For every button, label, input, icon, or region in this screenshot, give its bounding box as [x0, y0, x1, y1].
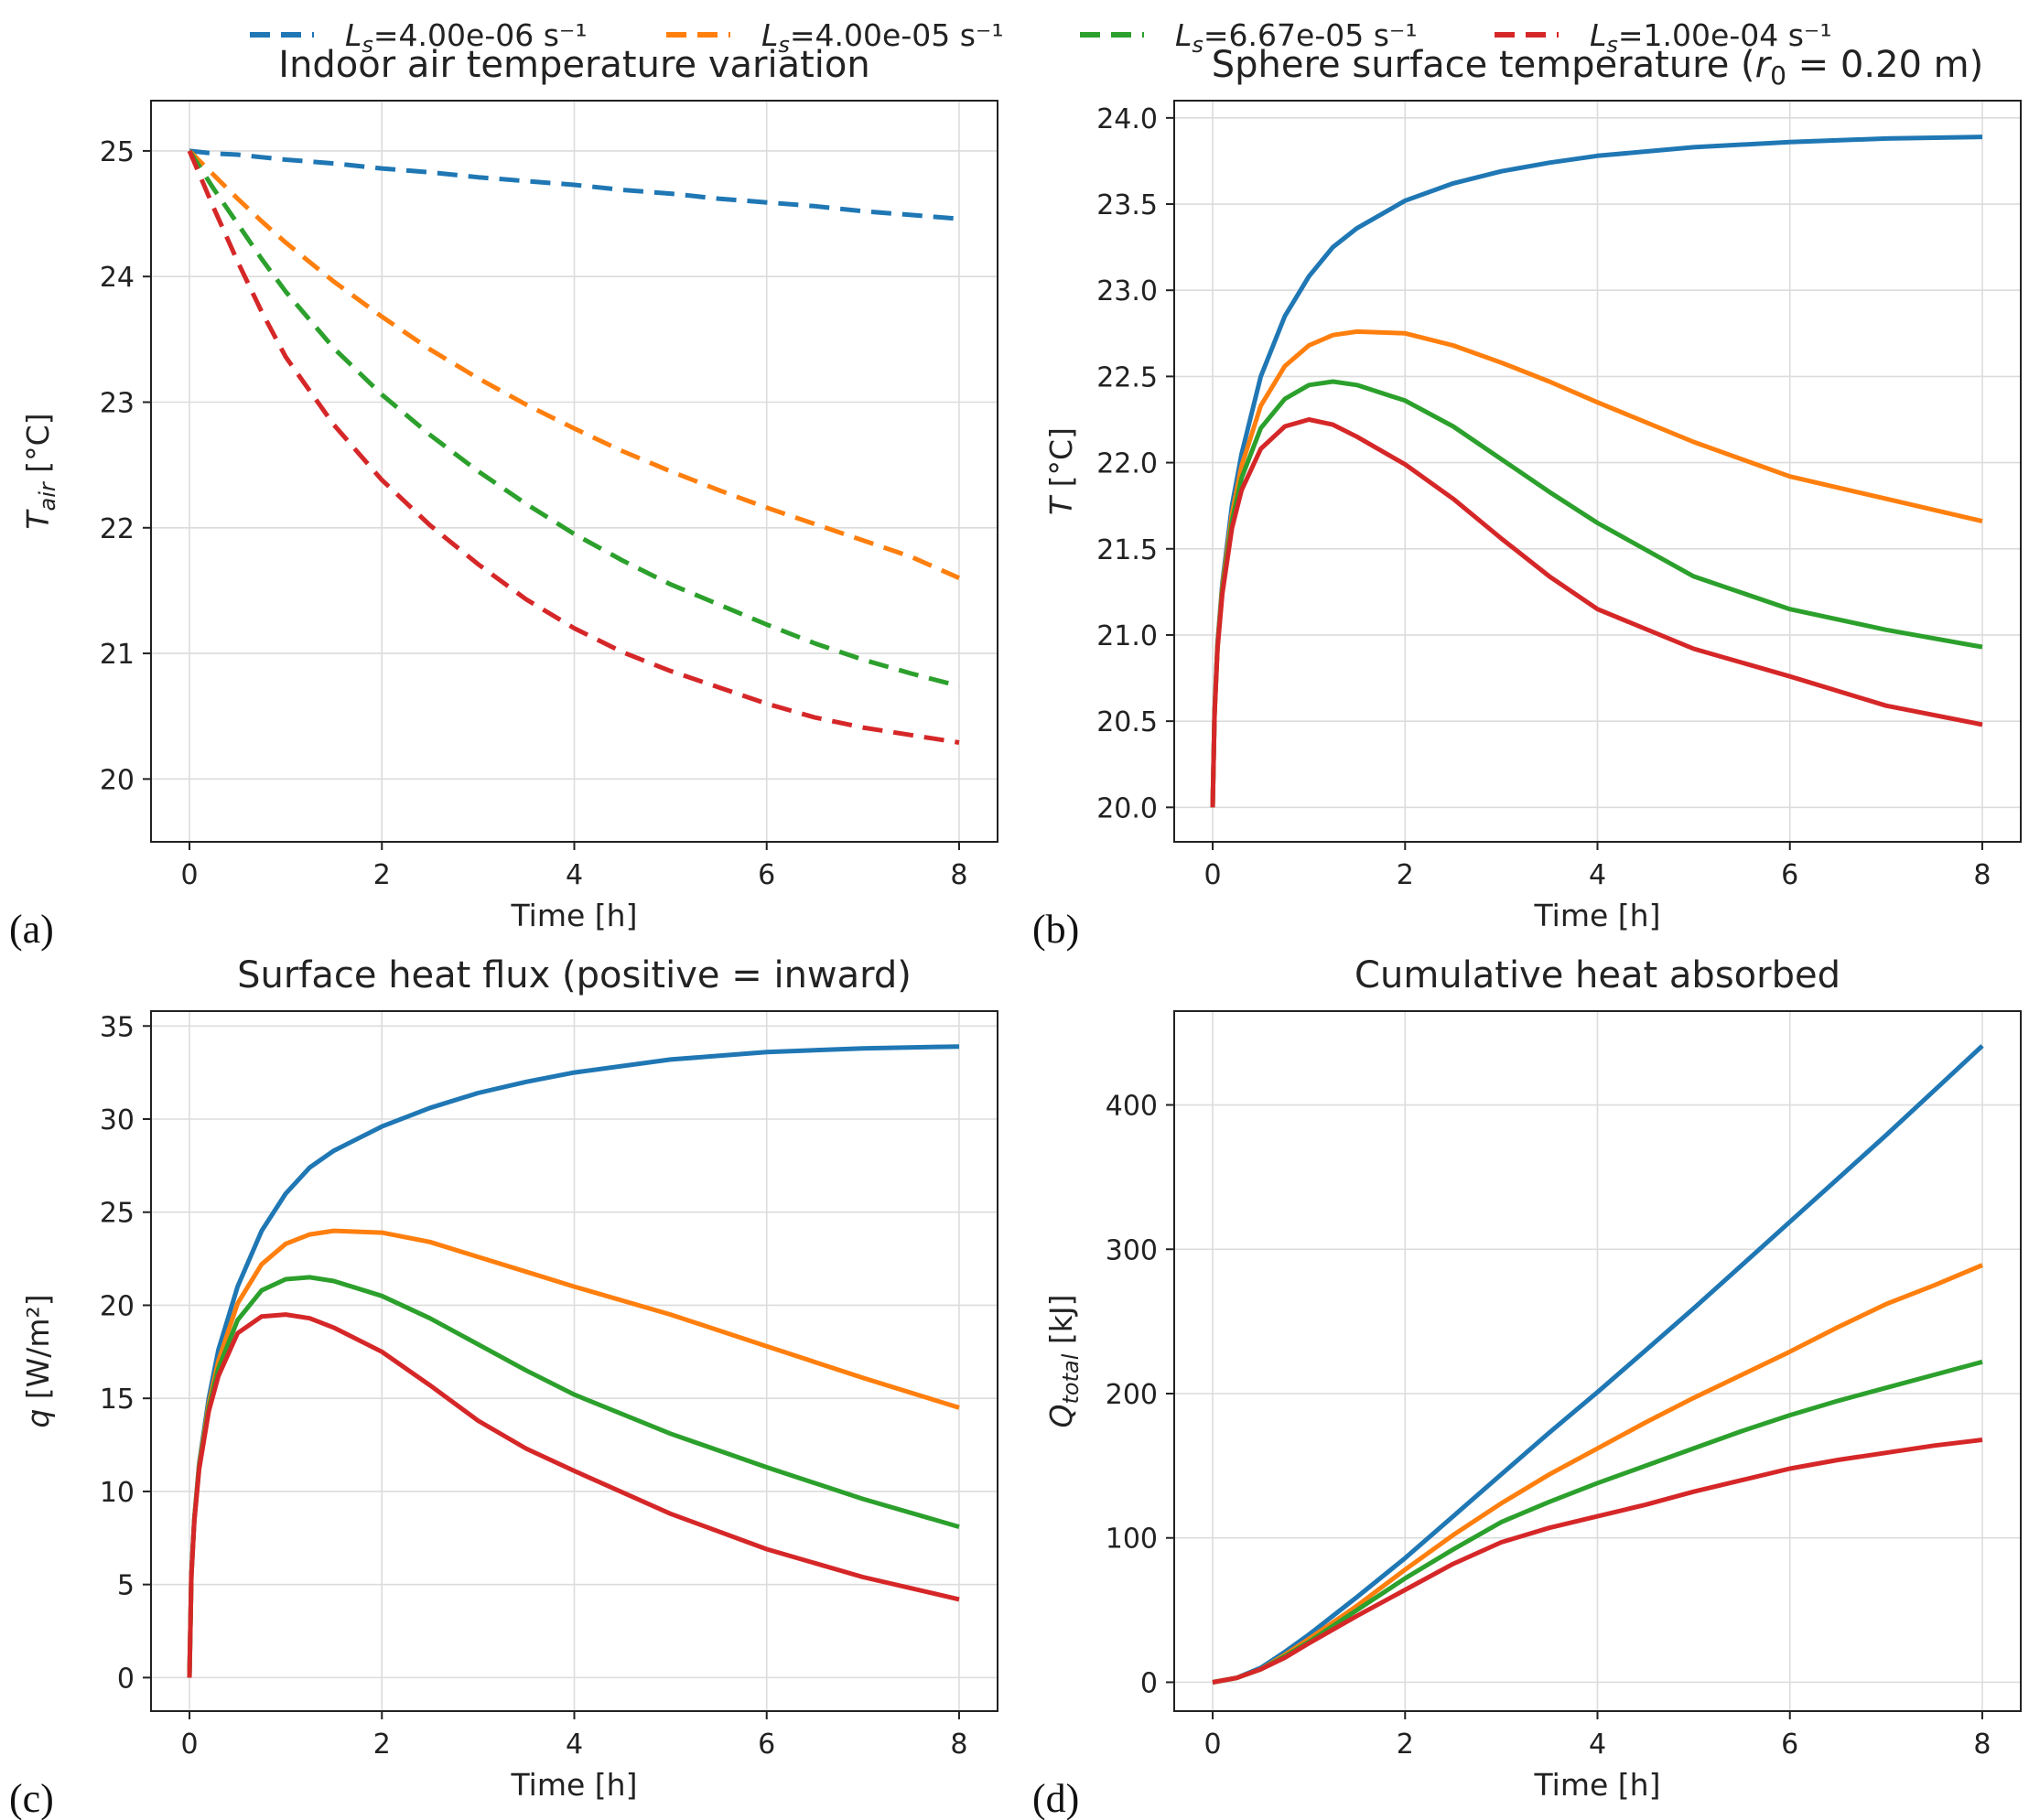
panel-letter: (a): [9, 907, 54, 952]
y-tick-label: 21.0: [1096, 620, 1158, 652]
y-tick-label: 400: [1106, 1091, 1158, 1123]
grid: [151, 1011, 998, 1711]
legend-entry: Ls=4.00e-05 s⁻¹: [666, 17, 1004, 58]
y-tick-label: 21: [100, 639, 135, 671]
x-tick-label: 4: [566, 1728, 583, 1761]
series-group: [187, 148, 961, 745]
legend-entry: Ls=1.00e-04 s⁻¹: [1495, 17, 1832, 58]
y-axis-label: Tair [°C]: [20, 413, 60, 529]
x-tick-label: 4: [1589, 859, 1606, 891]
chart-title: Sphere surface temperature (r0 = 0.20 m): [1212, 44, 1984, 91]
y-tick-label: 200: [1106, 1379, 1158, 1411]
x-tick-label: 6: [758, 1728, 775, 1761]
x-tick-label: 8: [1973, 859, 1991, 891]
y-tick-label: 23: [100, 387, 135, 419]
series-line: [1212, 1044, 1984, 1685]
x-tick-label: 4: [566, 859, 583, 891]
x-tick-label: 0: [1203, 859, 1221, 891]
series-line: [187, 149, 960, 745]
series-line: [187, 149, 960, 689]
series-line: [187, 1312, 960, 1678]
series-line: [1210, 417, 1983, 808]
legend-label: Ls=4.00e-05 s⁻¹: [761, 17, 1004, 58]
y-tick-label: 25: [100, 136, 135, 168]
y-tick-label: 22: [100, 513, 135, 545]
y-tick-label: 23.5: [1096, 189, 1158, 221]
y-tick-label: 0: [1140, 1667, 1158, 1699]
y-tick-label: 15: [100, 1384, 135, 1416]
legend-label: Ls=4.00e-06 s⁻¹: [345, 17, 588, 58]
x-axis-label: Time [h]: [1534, 1767, 1661, 1803]
x-tick-label: 8: [950, 859, 967, 891]
panel-letter: (c): [9, 1776, 54, 1820]
y-tick-label: 35: [100, 1011, 135, 1043]
x-tick-label: 0: [180, 859, 198, 891]
y-tick-label: 20: [100, 764, 135, 796]
x-tick-label: 2: [1397, 1728, 1414, 1761]
chart-title: Surface heat flux (positive = inward): [237, 954, 912, 996]
series-group: [187, 1044, 960, 1678]
legend-entry: Ls=6.67e-05 s⁻¹: [1080, 17, 1418, 58]
y-tick-label: 0: [117, 1663, 135, 1695]
chart-panel: 0 2 4 6 8 20.0 20.5 21.0 21.5 22.0 22.5 23.0 23.5 24.…: [1032, 44, 2022, 952]
y-tick-label: 24.0: [1096, 103, 1158, 135]
y-tick-label: 30: [100, 1104, 135, 1136]
y-axis-label: Qtotal [kJ]: [1043, 1295, 1084, 1428]
y-tick-label: 22.0: [1096, 448, 1158, 480]
y-tick-label: 20: [100, 1290, 135, 1322]
y-tick-label: 21.5: [1096, 534, 1158, 566]
x-tick-label: 2: [373, 859, 391, 891]
x-tick-label: 6: [1781, 859, 1798, 891]
legend-entry: Ls=4.00e-06 s⁻¹: [250, 17, 588, 58]
x-tick-label: 2: [1397, 859, 1414, 891]
grid: [151, 101, 998, 842]
grid: [1174, 1011, 2021, 1711]
x-tick-label: 0: [1203, 1728, 1221, 1761]
x-tick-label: 6: [1781, 1728, 1798, 1761]
grid: [1174, 101, 2021, 842]
series-line: [188, 149, 961, 580]
chart-title: Indoor air temperature variation: [278, 44, 869, 86]
y-tick-label: 24: [100, 262, 135, 294]
series-group: [1212, 1044, 1984, 1685]
x-axis-label: Time [h]: [511, 898, 638, 933]
chart-panel: 0 2 4 6 8 0 100 200 300 400 Time [h] Qtotal [kJ] Cum…: [1032, 954, 2022, 1820]
y-tick-label: 300: [1106, 1234, 1158, 1266]
y-tick-label: 5: [117, 1570, 135, 1602]
x-tick-label: 8: [950, 1728, 967, 1761]
x-tick-label: 4: [1589, 1728, 1606, 1761]
y-axis-label: q [W/m²]: [20, 1294, 56, 1427]
x-axis-label: Time [h]: [511, 1767, 638, 1803]
chart-panel: 0 2 4 6 8 0 5 10 15 20 25 30 35 Time [h] q [W/m²] Surfa…: [9, 954, 998, 1820]
y-tick-label: 25: [100, 1198, 135, 1230]
y-tick-label: 100: [1106, 1524, 1158, 1556]
x-tick-label: 6: [758, 859, 775, 891]
panel-letter: (d): [1032, 1776, 1079, 1820]
y-tick-label: 10: [100, 1477, 135, 1509]
x-tick-label: 0: [180, 1728, 198, 1761]
x-tick-label: 2: [373, 1728, 391, 1761]
series-group: [1210, 135, 1983, 808]
y-tick-label: 20.0: [1096, 792, 1158, 824]
legend-label: Ls=6.67e-05 s⁻¹: [1175, 17, 1418, 58]
x-tick-label: 8: [1973, 1728, 1991, 1761]
y-tick-label: 22.5: [1096, 361, 1158, 393]
y-tick-label: 20.5: [1096, 706, 1158, 738]
y-axis-label: T [°C]: [1043, 427, 1079, 515]
chart-title: Cumulative heat absorbed: [1354, 954, 1840, 996]
y-tick-label: 23.0: [1096, 275, 1158, 307]
legend-label: Ls=1.00e-04 s⁻¹: [1590, 17, 1832, 58]
series-line: [189, 148, 960, 221]
panel-letter: (b): [1032, 907, 1079, 952]
x-axis-label: Time [h]: [1534, 898, 1661, 933]
series-line: [1212, 1438, 1983, 1685]
legend: Ls=4.00e-06 s⁻¹ Ls=4.00e-05 s⁻¹ Ls=6.67e-0…: [250, 17, 1832, 58]
